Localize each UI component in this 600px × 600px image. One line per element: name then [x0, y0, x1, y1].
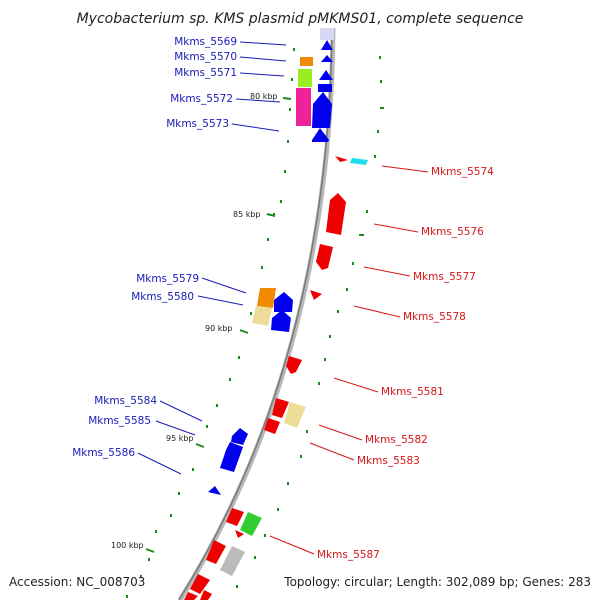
gene-label[interactable]: Mkms_5573 [166, 118, 229, 130]
map-title: Mycobacterium sp. KMS plasmid pMKMS01, c… [77, 11, 524, 27]
gene-arrow[interactable] [226, 508, 244, 526]
gene-label[interactable]: Mkms_5587 [317, 549, 380, 561]
gene-label[interactable]: Mkms_5570 [174, 51, 237, 63]
gene-label[interactable]: Mkms_5584 [94, 395, 157, 407]
gene-arrow[interactable] [184, 592, 198, 600]
feature-box-orange[interactable] [257, 288, 276, 308]
tick-label-85: 85 kbp [233, 210, 261, 219]
gene-arrow[interactable] [271, 310, 291, 332]
tick-label-95: 95 kbp [166, 434, 194, 443]
feature-box-lime[interactable] [298, 69, 312, 87]
gene-arrow[interactable] [310, 290, 322, 300]
gene-arrow[interactable] [326, 193, 346, 235]
kbp-tick-marks [145, 97, 292, 553]
gene-arrow[interactable] [335, 156, 348, 162]
gc-track-left [126, 48, 295, 598]
gene-arrow[interactable] [286, 356, 302, 374]
gene-arrow[interactable] [321, 40, 333, 50]
gene-label[interactable]: Mkms_5585 [88, 415, 151, 427]
gene-arrow[interactable] [319, 70, 333, 80]
gc-track-right [236, 56, 384, 588]
feature-box-orange[interactable] [300, 57, 313, 66]
gene-arrow[interactable] [190, 574, 210, 594]
gene-label[interactable]: Mkms_5586 [72, 447, 135, 459]
gene-arrow[interactable] [235, 530, 244, 538]
tick-label-90: 90 kbp [205, 324, 233, 333]
gene-arrow[interactable] [200, 590, 212, 600]
gene-arrow[interactable] [320, 28, 334, 40]
reverse-strand-genes [208, 28, 334, 495]
gene-label[interactable]: Mkms_5578 [403, 311, 466, 323]
feature-box-green[interactable] [240, 512, 262, 536]
feature-box-tan[interactable] [252, 306, 272, 326]
gene-arrow[interactable] [321, 55, 333, 62]
gene-label[interactable]: Mkms_5576 [421, 226, 484, 238]
forward-strand-genes [184, 156, 368, 600]
gene-arrow[interactable] [318, 84, 332, 92]
accession-text: Accession: NC_008703 [9, 575, 145, 589]
topology-text: Topology: circular; Length: 302,089 bp; … [283, 575, 591, 589]
gene-arrow[interactable] [208, 486, 221, 495]
gene-label[interactable]: Mkms_5572 [170, 93, 233, 105]
gene-label[interactable]: Mkms_5583 [357, 455, 420, 467]
gene-arrow[interactable] [272, 398, 289, 418]
gene-label[interactable]: Mkms_5582 [365, 434, 428, 446]
gene-label[interactable]: Mkms_5569 [174, 36, 237, 48]
feature-box-cyan[interactable] [350, 158, 368, 165]
gene-arrow[interactable] [274, 292, 293, 312]
gene-label[interactable]: Mkms_5581 [381, 386, 444, 398]
gene-label[interactable]: Mkms_5580 [131, 291, 194, 303]
feature-box-magenta[interactable] [296, 88, 311, 126]
feature-boxes-90kbp [252, 288, 276, 326]
gene-arrow[interactable] [316, 244, 333, 270]
gene-label[interactable]: Mkms_5574 [431, 166, 494, 178]
gene-arrow[interactable] [206, 540, 226, 564]
gene-label[interactable]: Mkms_5577 [413, 271, 476, 283]
gene-arrow[interactable] [231, 428, 248, 445]
gene-label[interactable]: Mkms_5579 [136, 273, 199, 285]
gene-arrow[interactable] [264, 418, 280, 434]
feature-box-tan[interactable] [284, 402, 306, 428]
leader-lines-reverse [137, 41, 287, 475]
feature-box-gray[interactable] [220, 546, 245, 576]
gene-arrow[interactable] [220, 442, 243, 472]
gene-label[interactable]: Mkms_5571 [174, 67, 237, 79]
gene-arrow[interactable] [312, 92, 332, 128]
gene-arrow[interactable] [312, 128, 329, 142]
leader-lines-forward [269, 165, 429, 555]
tick-label-80: 80 kbp [250, 92, 278, 101]
feature-boxes-80kbp [296, 57, 313, 126]
tick-label-100: 100 kbp [111, 541, 144, 550]
